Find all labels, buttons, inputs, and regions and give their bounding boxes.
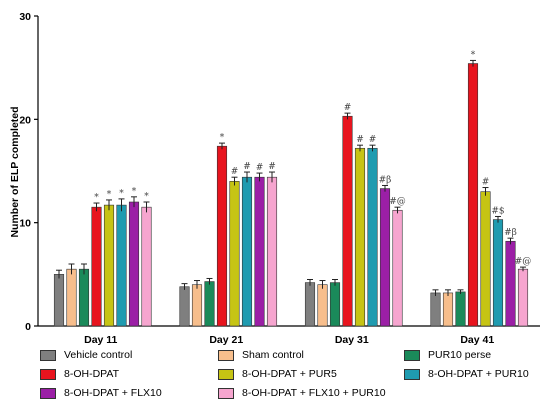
legend-label: PUR10 perse — [428, 349, 492, 361]
y-tick-label: 0 — [25, 321, 31, 333]
bar — [141, 206, 152, 327]
legend-label: Sham control — [242, 349, 304, 361]
legend-label: 8-OH-DPAT + FLX10 + PUR10 — [242, 387, 386, 399]
bar — [216, 145, 228, 327]
significance-label: #@ — [515, 257, 532, 267]
bar — [229, 181, 240, 327]
bar — [204, 281, 215, 327]
bar — [317, 284, 328, 327]
bar — [342, 115, 353, 327]
bar — [66, 268, 77, 327]
bar — [91, 206, 102, 327]
bar — [128, 201, 140, 327]
legend-swatch — [404, 349, 420, 361]
legend-item: Vehicle control — [40, 347, 132, 363]
y-tick-label: 10 — [19, 218, 31, 230]
significance-label: # — [243, 162, 251, 172]
bar — [266, 176, 278, 327]
significance-label: # — [482, 178, 490, 188]
legend-item: Sham control — [218, 347, 304, 363]
legend-swatch — [40, 387, 56, 399]
significance-label: * — [132, 187, 137, 197]
y-axis-label: Number of ELP completed — [9, 106, 21, 237]
significance-label: * — [119, 189, 124, 199]
significance-label: # — [231, 167, 239, 177]
bar — [379, 188, 391, 327]
y-tick-label: 20 — [19, 114, 31, 126]
bar — [116, 204, 127, 327]
bar — [505, 240, 516, 327]
bar-chart: Number of ELP completed 0 10 20 30 Day 11 Da… — [9, 11, 540, 345]
significance-label: # — [369, 135, 377, 145]
legend-swatch — [218, 368, 234, 380]
legend-item: 8-OH-DPAT + PUR10 — [404, 366, 529, 382]
significance-label: * — [471, 50, 476, 60]
bar — [517, 268, 529, 327]
legend-label: 8-OH-DPAT + FLX10 — [64, 387, 162, 399]
legend-swatch — [404, 368, 420, 380]
legend-label: 8-OH-DPAT + PUR5 — [242, 368, 337, 380]
y-tick-label: 30 — [19, 11, 31, 23]
legend-swatch — [218, 349, 234, 361]
significance-label: #@ — [389, 197, 406, 207]
x-tick-label: Day 11 — [84, 334, 117, 345]
bar — [455, 291, 466, 327]
legend-swatch — [218, 387, 234, 399]
significance-label: # — [268, 162, 276, 172]
legend-item: 8-OH-DPAT + PUR5 — [218, 366, 337, 382]
bar — [241, 176, 253, 327]
bar — [467, 63, 479, 327]
significance-label: * — [107, 190, 112, 200]
significance-label: #$ — [491, 206, 504, 216]
bar — [392, 209, 403, 327]
bar — [480, 191, 491, 327]
significance-label: #β — [504, 228, 517, 238]
legend-label: 8-OH-DPAT — [64, 368, 120, 380]
legend-swatch — [40, 368, 56, 380]
bar — [367, 147, 378, 327]
bar — [329, 282, 341, 327]
significance-label: # — [356, 135, 364, 145]
legend-item: PUR10 perse — [404, 347, 491, 363]
significance-label: * — [94, 193, 99, 203]
legend-item: 8-OH-DPAT + FLX10 + PUR10 — [218, 385, 386, 401]
bar — [304, 282, 316, 327]
bar — [492, 219, 504, 327]
bar — [254, 176, 265, 327]
legend-item: 8-OH-DPAT — [40, 366, 119, 382]
significance-label: * — [220, 133, 225, 143]
significance-label: #β — [379, 175, 392, 185]
bar — [53, 274, 65, 327]
bar — [78, 268, 90, 327]
bar — [442, 292, 454, 327]
bar — [354, 147, 366, 327]
x-tick-label: Day 21 — [209, 334, 243, 345]
chart-legend: Vehicle control Sham control PUR10 perse 8-… — [40, 347, 550, 405]
bar — [191, 284, 203, 327]
legend-label: Vehicle control — [64, 349, 133, 361]
legend-item: 8-OH-DPAT + FLX10 — [40, 385, 162, 401]
x-tick-label: Day 31 — [335, 334, 369, 345]
bar — [179, 286, 190, 327]
legend-label: 8-OH-DPAT + PUR10 — [428, 368, 529, 380]
significance-label: # — [256, 163, 264, 173]
significance-label: # — [344, 103, 352, 113]
bar — [430, 292, 441, 327]
significance-label: * — [144, 192, 149, 202]
bar — [103, 204, 115, 327]
x-tick-label: Day 41 — [460, 334, 494, 345]
legend-swatch — [40, 349, 56, 361]
